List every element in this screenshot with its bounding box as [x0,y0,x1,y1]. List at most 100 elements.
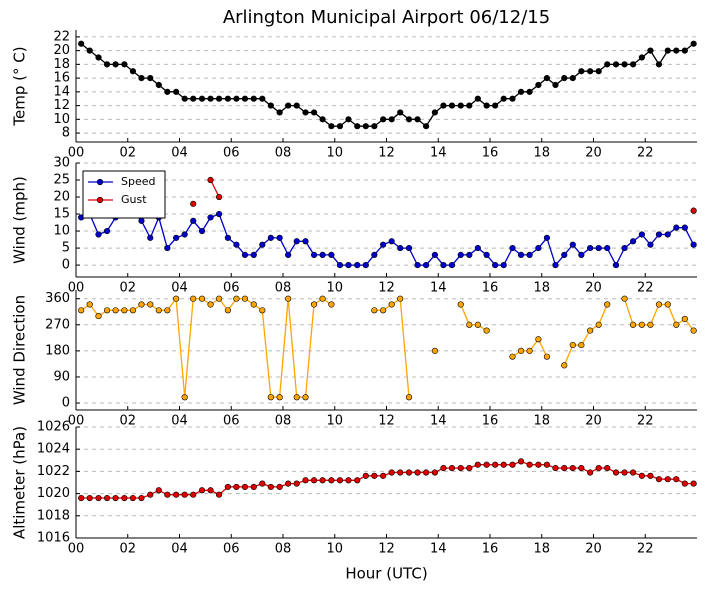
data-point [612,261,620,269]
data-point [267,234,274,241]
data-point [241,251,249,258]
data-point [526,347,533,354]
data-point [259,95,266,102]
x-tick-label: 06 [223,414,240,429]
data-point [673,321,680,328]
data-point [526,88,533,95]
y-tick-label: 18 [53,57,70,72]
x-tick-label: 10 [326,281,343,296]
x-tick-label: 08 [275,542,292,557]
data-point [483,461,490,468]
data-point [474,244,481,252]
y-tick-label: 15 [53,207,70,222]
data-point [380,307,387,314]
data-point [405,469,413,476]
data-point [690,327,697,334]
data-point [638,54,645,61]
data-point [371,472,378,479]
data-point [86,494,93,502]
data-point [647,472,654,479]
y-axis-label: Wind (mph) [11,176,29,264]
data-point [310,477,318,484]
data-point [328,477,335,484]
data-point [285,251,292,258]
data-point [517,88,525,95]
data-point [466,102,473,109]
legend-marker [96,178,104,186]
data-point [621,244,628,252]
data-point [397,469,404,476]
y-axis-label: Temp (° C) [11,46,29,126]
y-tick-label: 360 [45,291,70,306]
data-point [354,123,361,130]
data-point [517,347,525,354]
data-point [319,477,326,484]
data-point [440,464,447,472]
data-point [552,261,559,269]
data-point [466,251,473,258]
data-point [647,47,654,54]
data-point [336,261,344,269]
series-line [211,180,694,211]
data-point [483,102,490,109]
x-tick-label: 18 [533,146,550,161]
data-point [310,251,318,258]
data-point [164,244,171,252]
data-point [129,307,137,314]
data-point [526,251,533,258]
data-point [336,123,344,130]
data-point [103,307,111,314]
data-point [302,109,309,116]
y-tick-label: 10 [53,224,70,239]
data-point [112,61,119,68]
y-tick-label: 16 [53,71,70,86]
data-point [138,74,145,82]
data-point [250,301,257,308]
data-point [129,68,137,75]
data-point [457,102,464,109]
data-point [681,315,688,323]
data-point [95,54,102,61]
x-tick-label: 00 [68,281,85,296]
data-point [595,321,602,328]
data-point [561,251,568,258]
x-tick-label: 18 [533,281,550,296]
data-point [466,464,473,472]
data-point [448,261,456,269]
data-point [595,464,602,472]
data-point [604,301,611,308]
data-point [181,231,188,238]
data-point [561,464,568,472]
legend-label: Gust [121,193,147,206]
data-point [190,295,197,302]
x-tick-label: 10 [326,414,343,429]
data-point [224,234,231,241]
data-point [95,312,102,320]
y-tick-label: 20 [53,190,70,205]
x-tick-label: 06 [223,281,240,296]
data-point [526,461,533,468]
data-point [138,301,145,308]
data-point [78,494,85,502]
y-tick-label: 1018 [37,508,70,523]
data-point [95,231,102,238]
y-tick-label: 1026 [37,420,70,435]
data-point [509,95,516,102]
data-point [552,81,559,89]
data-point [655,61,663,68]
data-point [354,261,361,269]
data-point [457,301,464,308]
data-point [431,347,438,354]
data-point [103,494,111,502]
data-point [569,74,576,82]
y-axis-label: Altimeter (hPa) [11,426,29,539]
data-point [319,295,326,302]
data-point [103,227,111,235]
data-point [181,95,188,102]
x-tick-label: 04 [171,281,188,296]
data-point [535,461,542,468]
data-point [190,200,197,207]
x-tick-label: 16 [482,542,499,557]
data-point [276,109,283,116]
